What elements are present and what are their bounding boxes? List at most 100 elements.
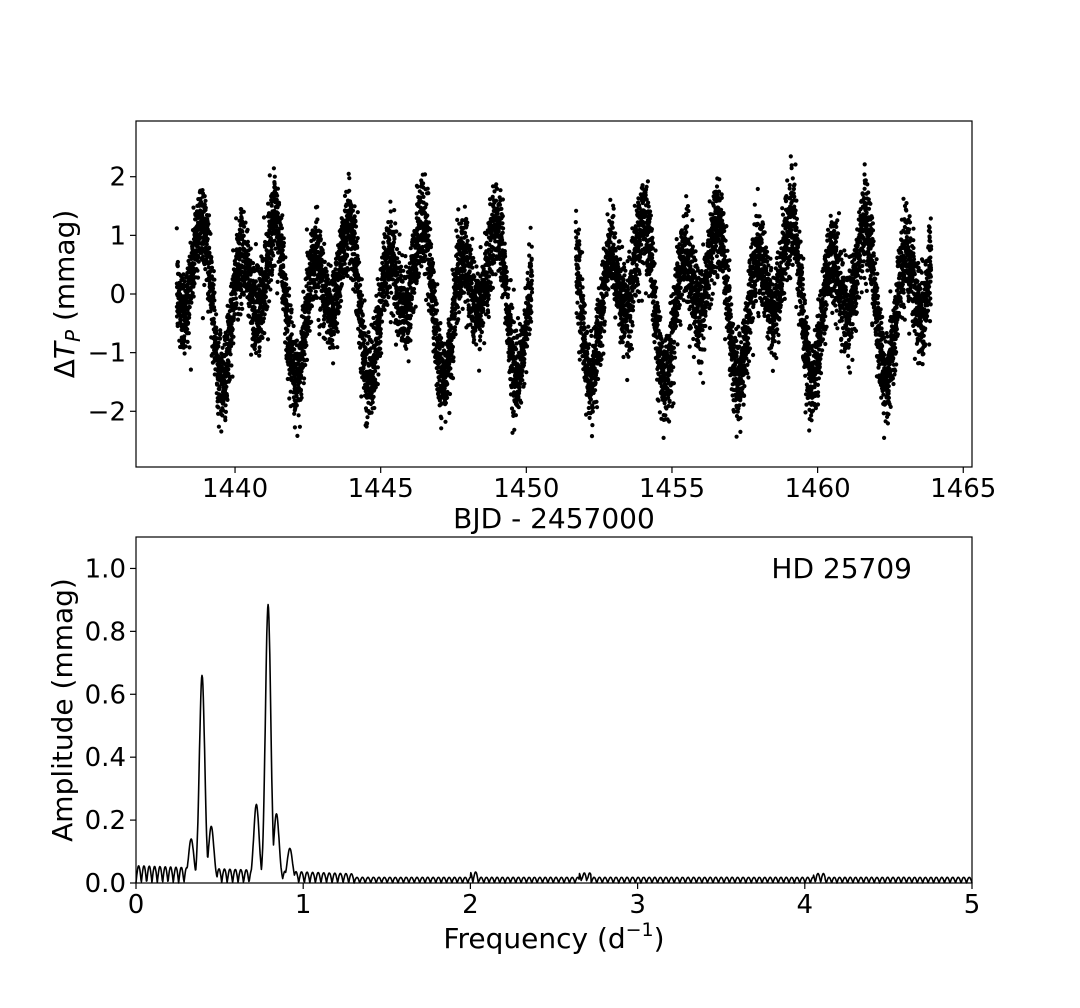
- data-point: [527, 327, 532, 332]
- data-point: [187, 305, 192, 310]
- data-point: [470, 236, 475, 241]
- data-point: [241, 209, 246, 214]
- data-point: [331, 329, 337, 335]
- data-point: [447, 410, 452, 416]
- data-point: [305, 332, 310, 337]
- data-point: [500, 221, 505, 226]
- data-point: [427, 252, 433, 257]
- data-point: [272, 181, 277, 186]
- data-point: [522, 351, 527, 356]
- data-point: [494, 182, 499, 187]
- data-point: [216, 405, 221, 410]
- data-point: [421, 181, 426, 186]
- data-point: [396, 260, 402, 265]
- data-point: [275, 186, 280, 191]
- data-point: [299, 392, 304, 397]
- data-point: [292, 383, 297, 388]
- data-point: [455, 217, 460, 222]
- data-point: [504, 274, 509, 279]
- data-point: [304, 357, 310, 362]
- data-point: [463, 234, 469, 239]
- data-point: [325, 273, 330, 278]
- data-point: [269, 203, 274, 208]
- data-point: [288, 315, 293, 320]
- data-point: [272, 263, 277, 268]
- data-point: [499, 206, 504, 211]
- data-point: [496, 229, 501, 234]
- data-point: [392, 208, 397, 213]
- data-point: [486, 296, 491, 301]
- data-point: [268, 278, 274, 283]
- data-point: [490, 285, 495, 290]
- data-point: [346, 171, 351, 176]
- data-point: [187, 312, 192, 317]
- data-point: [240, 306, 245, 311]
- data-point: [211, 316, 216, 321]
- data-point: [345, 273, 350, 279]
- data-point: [281, 264, 286, 269]
- data-point: [467, 269, 472, 274]
- data-point: [511, 320, 516, 325]
- data-point: [218, 331, 223, 336]
- data-point: [285, 328, 290, 333]
- data-point: [478, 334, 483, 339]
- data-point: [429, 242, 434, 247]
- data-point: [425, 213, 430, 218]
- data-point: [186, 258, 191, 264]
- data-point: [581, 293, 586, 298]
- data-point: [246, 243, 251, 248]
- data-point: [208, 309, 213, 314]
- data-point: [224, 384, 229, 389]
- data-point: [423, 254, 428, 259]
- data-point: [504, 269, 509, 274]
- data-point: [445, 382, 450, 387]
- data-point: [252, 305, 257, 310]
- data-point: [574, 311, 579, 316]
- data-point: [429, 257, 434, 262]
- data-point: [237, 306, 242, 311]
- data-point: [470, 265, 475, 270]
- data-point: [203, 267, 208, 272]
- data-point: [257, 349, 262, 354]
- data-point: [316, 317, 321, 323]
- data-point: [216, 344, 221, 349]
- data-point: [212, 308, 217, 313]
- data-point: [294, 338, 299, 343]
- data-point: [274, 197, 279, 202]
- data-point: [388, 224, 393, 229]
- data-point: [468, 252, 473, 257]
- data-point: [281, 240, 286, 246]
- data-point: [223, 409, 228, 414]
- data-point: [231, 341, 236, 346]
- data-point: [388, 219, 394, 224]
- data-point: [206, 221, 211, 227]
- data-point: [234, 301, 239, 306]
- data-point: [388, 320, 393, 325]
- data-point: [308, 288, 313, 293]
- data-point: [450, 349, 455, 354]
- data-point: [575, 231, 581, 236]
- data-point: [352, 252, 357, 257]
- data-point: [196, 259, 201, 264]
- data-point: [257, 353, 262, 358]
- data-point: [175, 323, 180, 329]
- data-point: [580, 285, 585, 290]
- data-point: [528, 263, 534, 269]
- data-point: [439, 335, 444, 341]
- data-point: [438, 321, 443, 326]
- data-point: [271, 242, 276, 247]
- data-point: [190, 291, 195, 296]
- data-point: [211, 269, 216, 274]
- data-point: [306, 310, 311, 315]
- data-point: [247, 314, 252, 319]
- data-point: [266, 201, 271, 206]
- data-point: [303, 362, 308, 368]
- data-point: [307, 328, 312, 333]
- data-point: [454, 228, 459, 233]
- data-point: [301, 289, 306, 294]
- data-point: [462, 230, 468, 235]
- data-point: [387, 285, 393, 290]
- data-point: [339, 282, 344, 287]
- data-point: [500, 238, 505, 243]
